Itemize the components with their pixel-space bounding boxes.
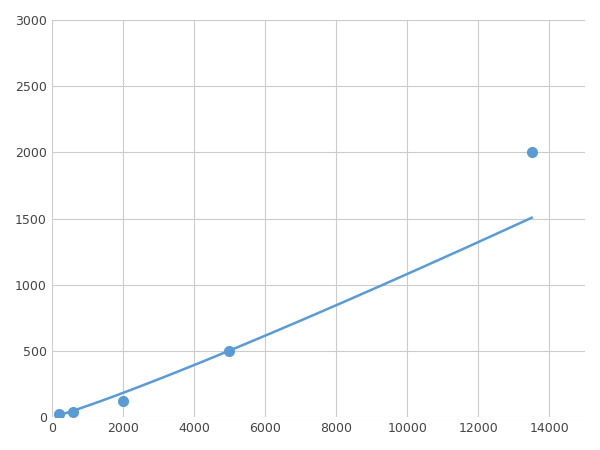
Point — [68, 408, 78, 415]
Point — [118, 398, 128, 405]
Point — [527, 149, 536, 156]
Point — [54, 411, 64, 418]
Point — [224, 347, 234, 355]
